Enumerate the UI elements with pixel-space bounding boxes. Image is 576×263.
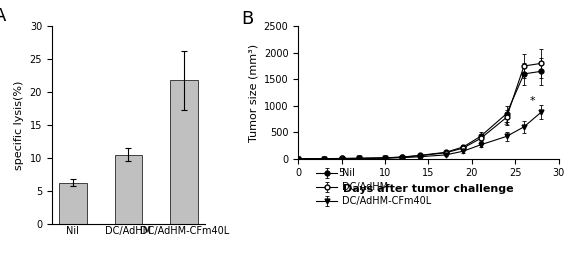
X-axis label: Days after tumor challenge: Days after tumor challenge [343, 184, 514, 194]
Y-axis label: Tumor size (mm³): Tumor size (mm³) [248, 43, 258, 141]
Legend: Nil, DC/AdHM, DC/AdHM-CFm40L: Nil, DC/AdHM, DC/AdHM-CFm40L [316, 168, 431, 206]
Y-axis label: specific lysis(%): specific lysis(%) [14, 80, 24, 170]
Text: *: * [530, 96, 536, 106]
Bar [170, 80, 198, 224]
Text: *: * [504, 121, 509, 131]
Text: A: A [0, 7, 6, 24]
Bar [59, 183, 86, 224]
Text: B: B [241, 11, 253, 28]
Bar [115, 154, 142, 224]
